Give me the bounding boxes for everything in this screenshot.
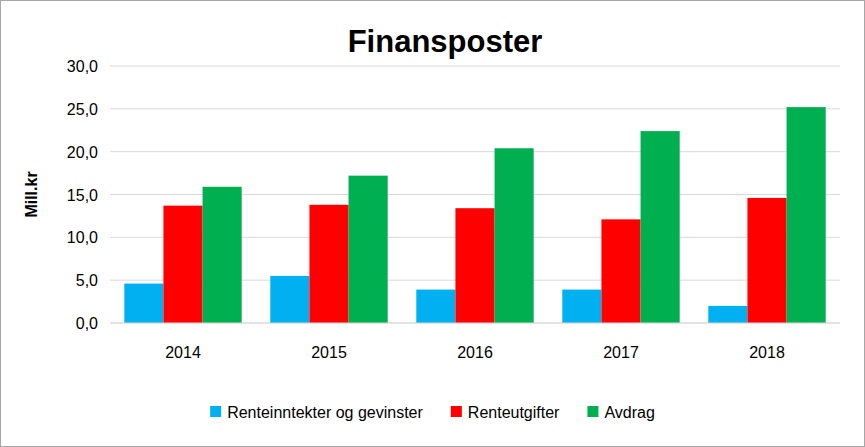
bar: [708, 306, 747, 323]
y-axis-label: Mill.kr: [23, 171, 40, 217]
legend-label: Renteinntekter og gevinster: [227, 404, 423, 421]
bar: [747, 198, 786, 323]
chart-title: Finansposter: [348, 24, 543, 59]
grid-line: [110, 151, 840, 152]
legend-item: Avdrag: [587, 404, 654, 421]
y-tick-label: 20,0: [67, 144, 98, 161]
y-tick-label: 25,0: [67, 101, 98, 118]
x-tick-label: 2014: [165, 344, 201, 361]
bar: [641, 131, 680, 323]
legend-item: Renteutgifter: [451, 404, 560, 421]
y-tick-label: 10,0: [67, 229, 98, 246]
legend-item: Renteinntekter og gevinster: [210, 404, 423, 421]
legend-label: Renteutgifter: [468, 404, 560, 421]
legend: Renteinntekter og gevinster Renteutgifter…: [210, 404, 655, 421]
grid-line: [110, 66, 840, 67]
legend-label: Avdrag: [604, 404, 654, 421]
grid-line: [110, 323, 840, 324]
chart-border: [1, 1, 865, 447]
grid-line: [110, 108, 840, 109]
y-tick-label: 30,0: [67, 58, 98, 75]
bar: [203, 187, 242, 323]
bar: [601, 219, 640, 323]
bar: [416, 290, 455, 323]
bar: [124, 284, 163, 323]
bar: [309, 205, 348, 323]
bar: [495, 148, 534, 323]
y-tick-label: 0,0: [76, 315, 98, 332]
legend-swatch: [587, 406, 598, 417]
chart-svg: Finansposter Mill.kr 0,0 5,0 10,0 15,0 20,0 25,…: [0, 0, 865, 447]
y-tick-label: 15,0: [67, 187, 98, 204]
bars: [124, 107, 825, 323]
bar: [787, 107, 826, 323]
legend-swatch: [451, 406, 462, 417]
x-tick-label: 2015: [311, 344, 347, 361]
chart-container: Finansposter Mill.kr 0,0 5,0 10,0 15,0 20,0 25,…: [0, 0, 865, 447]
bar: [455, 208, 494, 323]
bar: [349, 176, 388, 323]
bar: [270, 276, 309, 323]
bar: [562, 290, 601, 323]
x-tick-label: 2017: [603, 344, 639, 361]
x-tick-label: 2018: [749, 344, 785, 361]
y-tick-label: 5,0: [76, 272, 98, 289]
x-axis-line: [110, 323, 840, 324]
bar: [163, 206, 202, 323]
legend-swatch: [210, 406, 221, 417]
x-tick-label: 2016: [457, 344, 493, 361]
